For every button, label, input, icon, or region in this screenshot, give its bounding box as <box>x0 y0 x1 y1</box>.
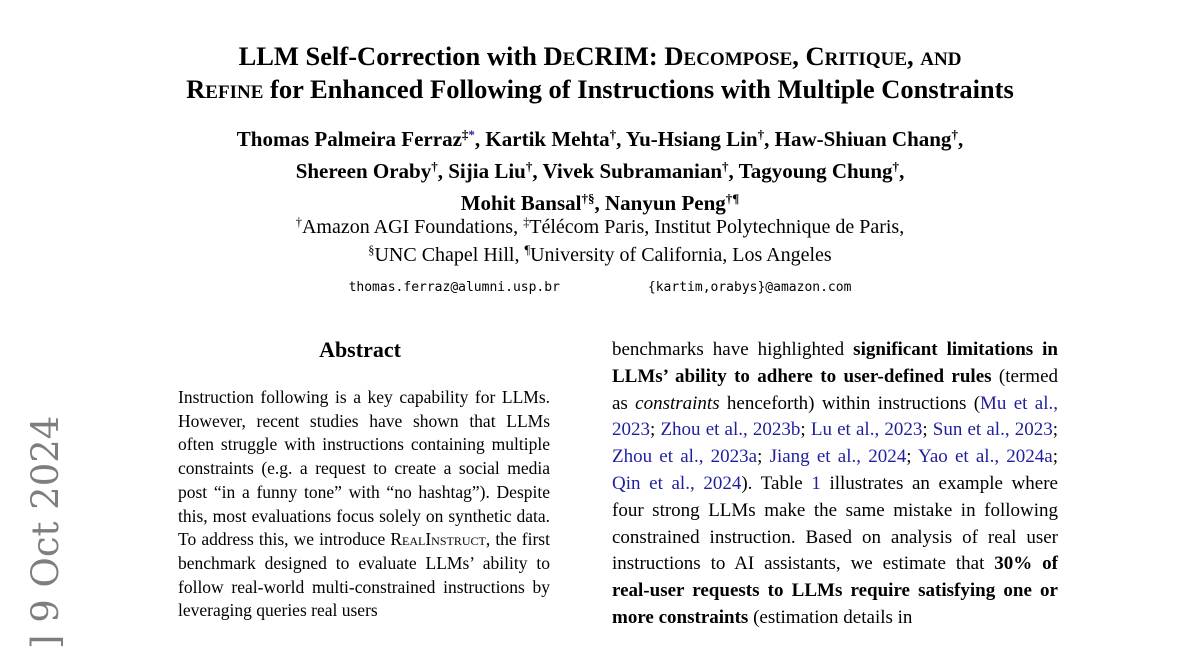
text-segment: illustrates an example where four strong… <box>612 472 1058 575</box>
authors-block: Thomas Palmeira Ferraz‡*, Kartik Mehta†,… <box>90 123 1110 219</box>
text-segment: , <box>957 127 964 151</box>
text-segment: , Haw-Shiuan Chang <box>764 127 952 151</box>
citation-link[interactable]: Mu et al., 2023 <box>612 392 1059 441</box>
footnote-marker: ‡ <box>523 215 530 230</box>
text-segment: Thomas Palmeira Ferraz <box>236 127 462 151</box>
footnote-marker: † <box>609 126 617 142</box>
footnote-marker: † <box>431 158 438 174</box>
text-segment: Instruction following is a key capabilit… <box>178 387 550 550</box>
introduction-text-column: benchmarks have highlighted significant … <box>612 337 1058 632</box>
footnote-marker: † <box>757 126 765 142</box>
abstract-heading: Abstract <box>319 337 401 362</box>
citation-link[interactable]: Yao et al., 2024a <box>918 446 1053 468</box>
citation-link[interactable]: Sun et al., 2023 <box>932 419 1053 441</box>
citation-link[interactable]: Zhou et al., 2023a <box>612 446 758 468</box>
emails-line: thomas.ferraz@alumni.usp.br {kartim,oraby… <box>0 280 1200 296</box>
text-segment: , Sijia Liu <box>437 159 526 183</box>
footnote-marker: † <box>525 158 533 174</box>
email-first-author: thomas.ferraz@alumni.usp.br <box>348 280 560 295</box>
smallcaps-text: RealInstruct <box>390 529 486 550</box>
text-segment: ; <box>906 446 918 468</box>
text-segment: ; <box>650 419 661 441</box>
text-segment: Shereen Oraby <box>295 159 432 183</box>
text-segment: , the first benchmark designed to evalua… <box>178 529 550 621</box>
footnote-marker: †§ <box>581 190 595 206</box>
bold-text: 30% of real-user requests to LLMs requir… <box>612 553 1058 628</box>
arxiv-stamp: ] 9 Oct 2024 <box>24 415 67 649</box>
footnote-marker: † <box>722 158 729 174</box>
footnote-marker: †¶ <box>725 190 740 206</box>
smallcaps-text: De <box>543 41 576 71</box>
abstract-text: Instruction following is a key capabilit… <box>178 386 550 623</box>
text-segment: , Yu-Hsiang Lin <box>616 127 758 151</box>
italic-text: constraints <box>635 392 720 414</box>
text-segment: , Nanyun Peng <box>594 191 726 215</box>
authors-line2: Shereen Oraby†, Sijia Liu†, Vivek Subram… <box>90 155 1110 187</box>
affiliations-line2: §UNC Chapel Hill, ¶University of Califor… <box>90 241 1110 269</box>
text-segment: benchmarks have highlighted <box>612 339 854 360</box>
text-segment: , Tagyoung Chung <box>728 159 893 183</box>
affiliations-block: †Amazon AGI Foundations, ‡Télécom Paris,… <box>90 213 1110 269</box>
text-segment: UNC Chapel Hill, <box>374 244 525 266</box>
text-segment: CRIM: <box>575 41 665 71</box>
footnote-marker: † <box>295 215 302 230</box>
footnote-marker: † <box>951 126 958 142</box>
citation-link[interactable]: Zhou et al., 2023b <box>660 419 801 441</box>
affiliations-line1: †Amazon AGI Foundations, ‡Télécom Paris,… <box>90 213 1110 241</box>
text-segment: , Vivek Subramanian <box>532 159 723 183</box>
smallcaps-text: Refine <box>186 74 264 104</box>
text-segment: , Kartik Mehta <box>474 127 610 151</box>
footnote-asterisk-link[interactable]: * <box>468 126 475 142</box>
table-ref-link[interactable]: 1 <box>811 472 821 494</box>
email-amazon: {kartim,orabys}@amazon.com <box>647 280 852 295</box>
text-segment: Mohit Bansal <box>460 191 582 215</box>
bold-text: significant limitations in LLMs’ ability… <box>612 339 1058 387</box>
paper-title-line2: Refine for Enhanced Following of Instruc… <box>90 73 1110 106</box>
text-segment: for Enhanced Following of Instructions w… <box>263 74 1014 104</box>
text-segment: ; <box>757 446 770 468</box>
text-segment: University of California, Los Angeles <box>530 244 832 266</box>
footnote-marker: ¶ <box>524 243 531 258</box>
text-segment: ; <box>922 419 933 441</box>
smallcaps-text: Decompose, Critique, and <box>664 41 962 71</box>
citation-link[interactable]: Lu et al., 2023 <box>810 419 923 441</box>
text-segment: Télécom Paris, Institut Polytechnique de… <box>529 216 905 238</box>
footnote-marker: † <box>892 158 900 174</box>
text-segment: LLM Self-Correction with <box>238 41 544 71</box>
text-segment: Amazon AGI Foundations, <box>301 216 524 238</box>
text-segment: ; <box>1052 419 1059 441</box>
text-segment: , <box>899 159 905 183</box>
footnote-marker: § <box>368 243 375 258</box>
paper-title: LLM Self-Correction with DeCRIM: Decompo… <box>90 40 1110 106</box>
citation-link[interactable]: Qin et al., 2024 <box>612 472 742 494</box>
authors-line1: Thomas Palmeira Ferraz‡*, Kartik Mehta†,… <box>90 123 1110 155</box>
text-segment: ; <box>800 419 811 441</box>
left-column: Abstract Instruction following is a key … <box>140 336 580 623</box>
text-segment: (estimation details in <box>748 606 913 628</box>
text-segment: henceforth) within instructions ( <box>719 392 981 414</box>
text-segment: ). Table <box>741 472 812 494</box>
text-segment: ; <box>1052 446 1059 468</box>
text-segment: (termed as <box>612 365 1058 414</box>
citation-link[interactable]: Jiang et al., 2024 <box>769 446 907 468</box>
paper-title-line1: LLM Self-Correction with DeCRIM: Decompo… <box>90 40 1110 73</box>
footnote-marker: ‡ <box>461 126 469 142</box>
authors-line3: Mohit Bansal†§, Nanyun Peng†¶ <box>90 187 1110 219</box>
